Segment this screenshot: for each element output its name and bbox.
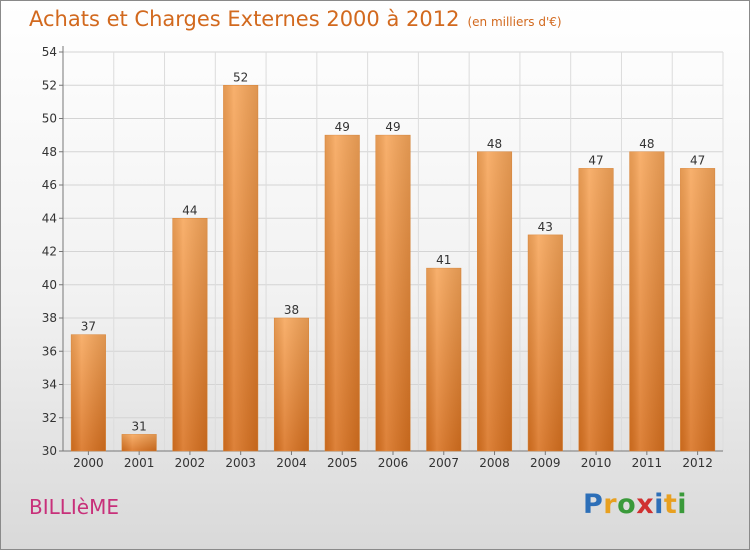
bar-shine bbox=[121, 434, 157, 451]
bar-chart: 30 32 34 36 38 40 42 44 46 48 50 52 54 2000 2001 2002 20… bbox=[42, 45, 724, 470]
y-tick-label: 38 bbox=[42, 311, 57, 325]
bar-shine bbox=[680, 168, 715, 451]
bar-shine bbox=[426, 268, 462, 451]
bar-shine bbox=[274, 318, 309, 451]
x-tick-label: 2002 bbox=[175, 456, 206, 470]
bar-shine bbox=[223, 85, 258, 451]
chart-units: (en milliers d'€) bbox=[467, 15, 562, 29]
logo-letter: P bbox=[583, 489, 604, 520]
x-tick-label: 2004 bbox=[276, 456, 307, 470]
data-label: 47 bbox=[690, 153, 705, 167]
x-tick-label: 2009 bbox=[530, 456, 561, 470]
bar-shine bbox=[172, 218, 208, 451]
x-tick-label: 2005 bbox=[327, 456, 358, 470]
bar-shine bbox=[324, 135, 360, 451]
y-tick-label: 46 bbox=[42, 178, 57, 192]
data-label: 49 bbox=[385, 120, 400, 134]
y-tick-label: 36 bbox=[42, 344, 57, 358]
bar-shine bbox=[71, 334, 106, 451]
data-label: 47 bbox=[588, 153, 603, 167]
data-label: 48 bbox=[639, 137, 654, 151]
commune-name: BILLIèME bbox=[29, 495, 119, 519]
y-tick-label: 42 bbox=[42, 245, 57, 259]
x-tick-label: 2011 bbox=[632, 456, 663, 470]
bar-shine bbox=[477, 151, 512, 451]
bar-shine bbox=[528, 234, 563, 451]
bar-shine bbox=[629, 151, 665, 451]
y-tick-label: 32 bbox=[42, 411, 57, 425]
x-tick-label: 2008 bbox=[479, 456, 510, 470]
data-label: 31 bbox=[132, 419, 147, 433]
y-tick-label: 40 bbox=[42, 278, 57, 292]
proxiti-logo: Proxiti bbox=[583, 489, 687, 520]
logo-letter: i bbox=[677, 489, 688, 520]
bar-shine bbox=[578, 168, 614, 451]
y-tick-label: 30 bbox=[42, 444, 57, 458]
y-tick-label: 54 bbox=[42, 45, 57, 59]
data-label: 41 bbox=[436, 253, 451, 267]
x-tick-label: 2003 bbox=[225, 456, 256, 470]
logo-letter: r bbox=[603, 489, 618, 520]
chart-title-text: Achats et Charges Externes 2000 à 2012 bbox=[29, 7, 460, 31]
x-tick-label: 2001 bbox=[124, 456, 155, 470]
chart-title: Achats et Charges Externes 2000 à 2012 (e… bbox=[29, 7, 562, 31]
y-tick-label: 34 bbox=[42, 378, 57, 392]
y-tick-label: 44 bbox=[42, 211, 57, 225]
data-label: 48 bbox=[487, 137, 502, 151]
x-tick-label: 2007 bbox=[428, 456, 459, 470]
data-label: 38 bbox=[284, 303, 299, 317]
logo-letter: t bbox=[663, 489, 678, 520]
logo-letter: i bbox=[654, 489, 664, 520]
data-label: 37 bbox=[81, 320, 96, 334]
x-tick-label: 2012 bbox=[682, 456, 713, 470]
y-tick-label: 52 bbox=[42, 78, 57, 92]
x-tick-label: 2000 bbox=[73, 456, 104, 470]
data-label: 49 bbox=[335, 120, 350, 134]
logo-letter: x bbox=[636, 489, 655, 520]
data-label: 43 bbox=[538, 220, 553, 234]
bar-shine bbox=[375, 135, 411, 451]
y-tick-label: 50 bbox=[42, 112, 57, 126]
data-label: 52 bbox=[233, 70, 248, 84]
x-tick-label: 2010 bbox=[581, 456, 612, 470]
logo-letter: o bbox=[617, 489, 637, 520]
x-tick-label: 2006 bbox=[378, 456, 409, 470]
y-tick-label: 48 bbox=[42, 145, 57, 159]
data-label: 44 bbox=[182, 203, 197, 217]
